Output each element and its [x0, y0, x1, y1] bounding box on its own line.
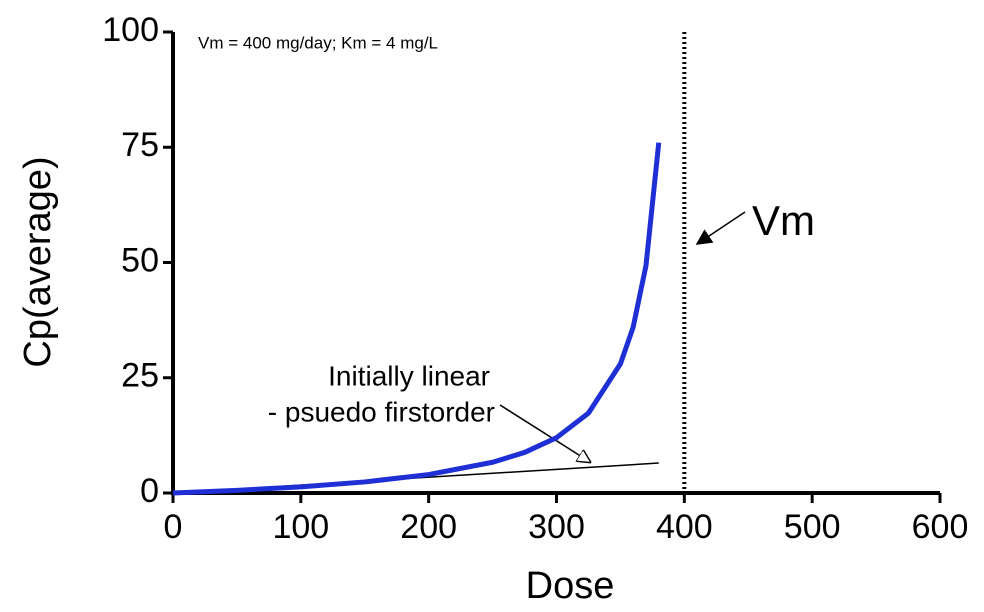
arrow: [695, 211, 746, 245]
x-axis-label: Dose: [526, 565, 615, 607]
arrow: [499, 404, 590, 462]
x-tick-label: 300: [528, 508, 585, 546]
x-tick-label: 0: [164, 508, 183, 546]
annotation: Vm: [752, 197, 815, 244]
y-axis-label: Cp(average): [17, 156, 59, 367]
x-tick-label: 600: [912, 508, 969, 546]
y-tick-label: 50: [121, 241, 159, 279]
data-line: [172, 142, 662, 496]
x-tick-label: 500: [784, 508, 841, 546]
x-tick-label: 200: [400, 508, 457, 546]
annotation: Vm = 400 mg/day; Km = 4 mg/L: [198, 33, 438, 52]
annotation: - psuedo firstorder: [268, 396, 495, 427]
y-tick-label: 75: [121, 126, 159, 164]
y-tick-label: 0: [140, 472, 159, 510]
x-tick-label: 400: [656, 508, 713, 546]
y-tick-label: 100: [102, 11, 159, 49]
y-tick-label: 25: [121, 357, 159, 395]
x-tick-label: 100: [272, 508, 329, 546]
annotation: Initially linear: [328, 360, 490, 391]
